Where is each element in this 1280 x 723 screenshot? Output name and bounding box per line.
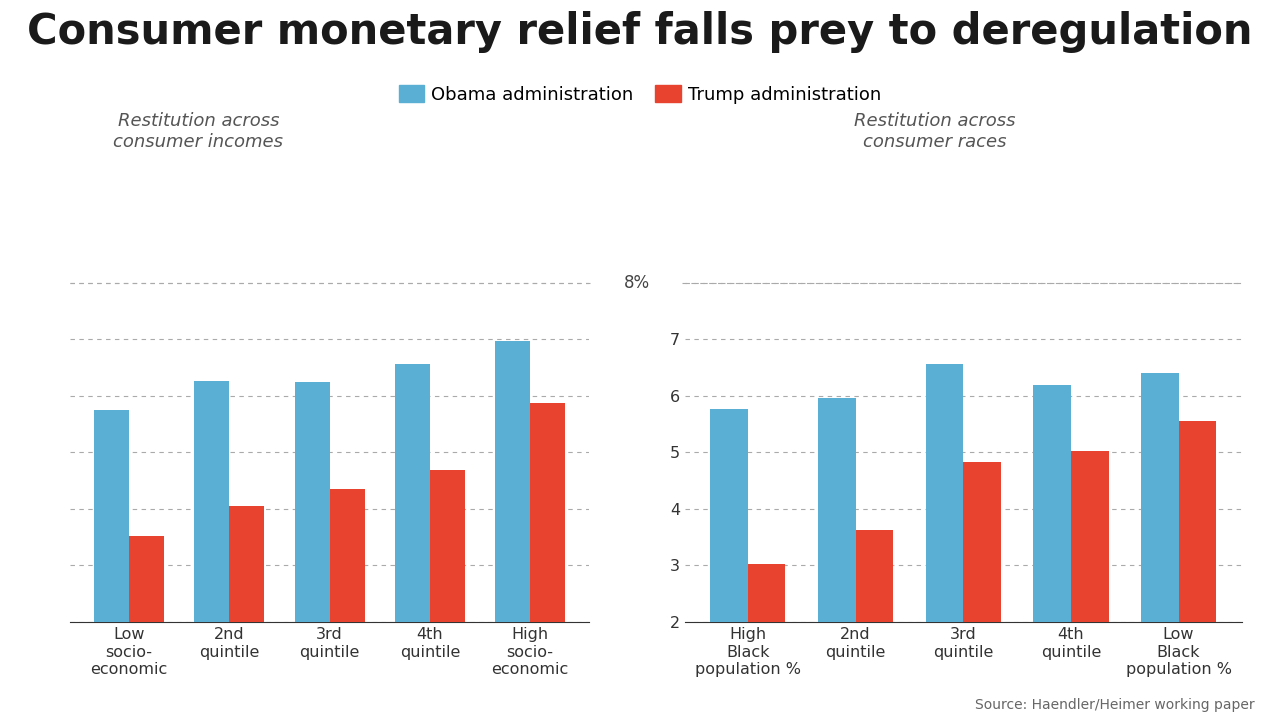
Bar bbox=[964, 463, 1001, 723]
Bar bbox=[495, 341, 530, 723]
Text: Restitution across
consumer incomes: Restitution across consumer incomes bbox=[114, 112, 283, 151]
Bar bbox=[925, 364, 964, 723]
Bar bbox=[710, 408, 748, 723]
Text: Restitution across
consumer races: Restitution across consumer races bbox=[854, 112, 1015, 151]
Bar bbox=[330, 489, 365, 723]
Bar bbox=[93, 410, 129, 723]
Bar bbox=[294, 382, 330, 723]
Bar bbox=[430, 471, 465, 723]
Bar bbox=[1071, 451, 1108, 723]
Bar bbox=[530, 403, 566, 723]
Legend: Obama administration, Trump administration: Obama administration, Trump administrati… bbox=[392, 77, 888, 111]
Bar bbox=[1140, 373, 1179, 723]
Bar bbox=[394, 364, 430, 723]
Bar bbox=[229, 506, 265, 723]
Text: Source: Haendler/Heimer working paper: Source: Haendler/Heimer working paper bbox=[975, 698, 1254, 712]
Bar bbox=[195, 380, 229, 723]
Bar bbox=[129, 536, 164, 723]
Text: 8%: 8% bbox=[623, 274, 650, 292]
Text: Consumer monetary relief falls prey to deregulation: Consumer monetary relief falls prey to d… bbox=[27, 11, 1253, 53]
Bar bbox=[1033, 385, 1071, 723]
Bar bbox=[855, 530, 893, 723]
Bar bbox=[1179, 421, 1216, 723]
Bar bbox=[818, 398, 855, 723]
Bar bbox=[748, 564, 786, 723]
